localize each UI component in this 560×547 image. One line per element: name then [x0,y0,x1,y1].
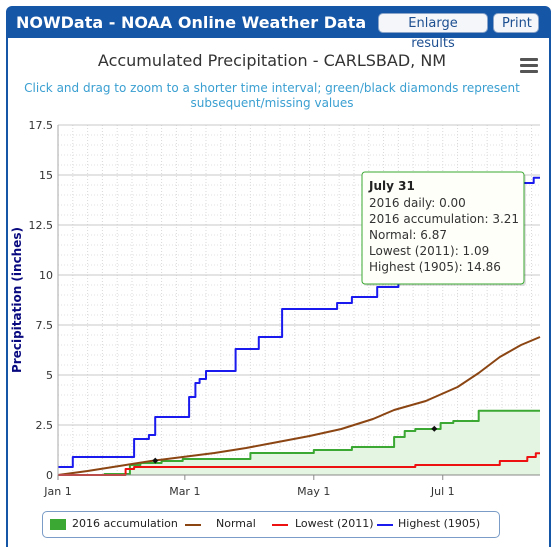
chart-title: Accumulated Precipitation - CARLSBAD, NM [98,51,446,70]
missing-value-marker [431,425,438,432]
legend: 2016 accumulation Normal Lowest (2011) H… [42,511,500,538]
legend-swatch-normal [185,524,201,526]
x-tick-label: Mar 1 [169,485,200,498]
tooltip: July 31 2016 daily: 0.00 2016 accumulation… [361,171,526,286]
hamburger-menu-icon[interactable] [520,58,538,73]
y-tick-label: 12.5 [29,219,54,232]
print-button[interactable]: Print [493,13,539,33]
tooltip-header: July 31 [368,179,415,193]
tooltip-line: 2016 accumulation: 3.21 [369,212,519,226]
tooltip-line: Lowest (2011): 1.09 [369,244,489,258]
series-fill-2016 [58,410,540,475]
legend-swatch-highest [377,524,393,526]
y-axis-label: Precipitation (inches) [10,227,24,373]
legend-swatch-lowest [272,524,288,526]
chart-subtitle-line-1: Click and drag to zoom to a shorter time… [24,81,520,95]
legend-item-highest[interactable]: Highest (1905) [398,517,481,530]
enlarge-results-button[interactable]: Enlarge results [378,13,488,51]
legend-item-2016[interactable]: 2016 accumulation [72,517,178,530]
tooltip-box [361,171,525,285]
x-tick-label: Jan 1 [43,485,71,498]
series-line-lowest-2011 [58,452,540,476]
series-line-2016-accumulation [58,409,540,476]
y-tick-label: 5 [46,369,53,382]
tooltip-line: Highest (1905): 14.86 [369,260,501,274]
y-tick-label: 17.5 [29,119,54,132]
series-line-normal [57,336,541,476]
y-tick-label: 7.5 [36,319,54,332]
legend-swatch-2016 [50,519,66,530]
y-tick-label: 10 [39,269,53,282]
tooltip-line: 2016 daily: 0.00 [369,196,466,210]
missing-value-marker [152,457,159,464]
title-bar: NOWData - NOAA Online Weather Data Enlar… [6,6,551,51]
tooltip-line: Normal: 6.87 [369,228,447,242]
window-frame [6,38,551,547]
y-tick-label: 15 [39,169,53,182]
x-tick-label: Jul 1 [430,485,455,498]
app-title: NOWData - NOAA Online Weather Data [16,13,367,32]
legend-item-normal[interactable]: Normal [216,517,256,530]
chart-subtitle-line-2: subsequent/missing values [191,96,354,110]
legend-item-lowest[interactable]: Lowest (2011) [295,517,374,530]
y-tick-label: 2.5 [36,419,54,432]
axes: 0 2.5 5 7.5 10 12.5 15 17.5 Jan 1 Mar 1 May 1 Jul 1 [29,119,540,498]
y-tick-label: 0 [46,469,53,482]
x-tick-label: May 1 [297,485,330,498]
markers-group [152,425,438,464]
